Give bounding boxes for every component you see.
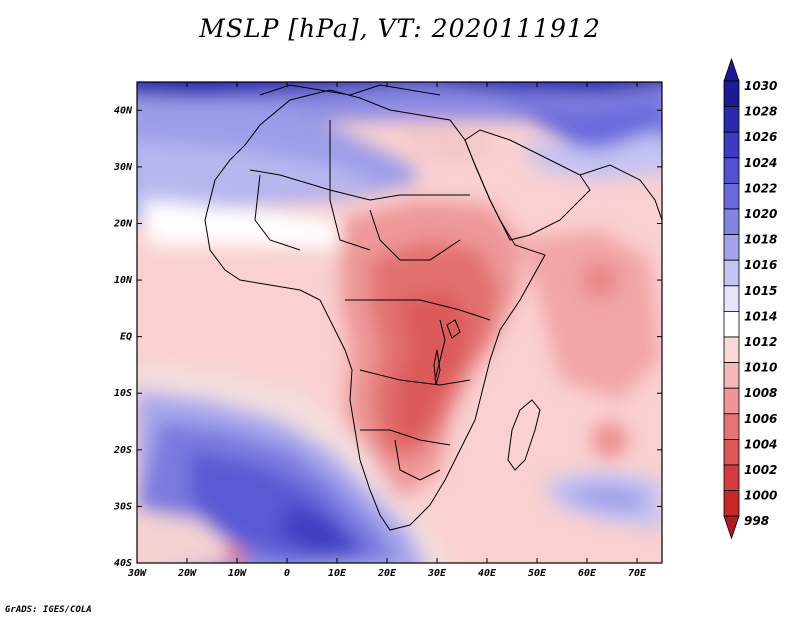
colorbar-label: 1012 bbox=[744, 335, 777, 349]
lat-label: 40N bbox=[114, 105, 133, 116]
colorbar-arrow-top bbox=[723, 57, 740, 82]
colorbar-label: 1004 bbox=[744, 437, 777, 451]
lon-label: 10W bbox=[228, 568, 247, 579]
lon-label: 0 bbox=[284, 568, 290, 579]
colorbar-box bbox=[723, 80, 740, 108]
colorbar-box bbox=[723, 413, 740, 440]
lon-label: 60E bbox=[578, 568, 597, 579]
plot-frame bbox=[136, 81, 663, 564]
lat-label: EQ bbox=[120, 332, 132, 343]
lon-label: 20W bbox=[177, 568, 197, 579]
lat-label: 30N bbox=[113, 162, 133, 173]
colorbar-box bbox=[723, 464, 740, 492]
colorbar-box bbox=[723, 259, 740, 287]
colorbar-label: 1030 bbox=[744, 79, 777, 93]
colorbar-label: 998 bbox=[744, 514, 769, 528]
colorbar-box bbox=[723, 310, 740, 338]
lat-label: 10N bbox=[114, 275, 133, 286]
colorbar-box bbox=[723, 387, 740, 415]
coastlines bbox=[204, 82, 662, 531]
latitude-labels: 40N 30N 20N 10N EQ 10S 20S 30S 40S bbox=[113, 105, 133, 569]
colorbar-label: 1006 bbox=[744, 412, 777, 426]
colorbar-box bbox=[723, 336, 740, 364]
colorbar-label: 1026 bbox=[744, 130, 777, 144]
colorbar-label: 1008 bbox=[744, 386, 777, 400]
colorbar-box bbox=[723, 131, 740, 159]
lat-label: 10S bbox=[114, 388, 132, 399]
colorbar-label: 1015 bbox=[744, 284, 777, 298]
lon-label: 70E bbox=[628, 568, 647, 579]
colorbar-label: 1022 bbox=[744, 181, 777, 195]
lat-label: 30S bbox=[113, 501, 132, 512]
grads-credit: GrADS: IGES/COLA bbox=[5, 605, 92, 615]
colorbar-box bbox=[723, 234, 740, 261]
lat-label: 40S bbox=[114, 558, 132, 569]
colorbar-box bbox=[723, 438, 740, 466]
colorbar-label: 1018 bbox=[744, 233, 777, 247]
colorbar-box bbox=[723, 182, 740, 210]
pressure-field bbox=[137, 82, 662, 563]
lon-label: 50E bbox=[528, 568, 547, 579]
colorbar: 1030 1028 1026 1024 1022 1020 1018 1016 1015 1014… bbox=[723, 57, 777, 540]
lon-label: 40E bbox=[478, 568, 497, 579]
colorbar-label: 1002 bbox=[744, 463, 777, 477]
colorbar-label: 1028 bbox=[744, 105, 777, 119]
colorbar-box bbox=[723, 106, 740, 133]
colorbar-box bbox=[723, 208, 740, 236]
colorbar-box bbox=[723, 490, 740, 517]
longitude-labels: 30W 20W 10W 0 10E 20E 30E 40E 50E 60E 70E bbox=[127, 568, 647, 579]
lon-label: 10E bbox=[328, 568, 347, 579]
colorbar-label: 1000 bbox=[744, 489, 777, 503]
colorbar-label: 1010 bbox=[744, 361, 777, 375]
lat-label: 20S bbox=[113, 445, 132, 456]
colorbar-label: 1016 bbox=[744, 258, 777, 272]
colorbar-label: 1024 bbox=[744, 156, 777, 170]
colorbar-arrow-bottom bbox=[723, 515, 740, 540]
colorbar-label: 1020 bbox=[744, 207, 777, 221]
lat-label: 20N bbox=[113, 218, 133, 229]
lon-label: 30W bbox=[127, 568, 147, 579]
lon-label: 20E bbox=[377, 568, 397, 579]
map-title: MSLP [hPa], VT: 2020111912 bbox=[199, 14, 601, 43]
colorbar-box bbox=[723, 157, 740, 184]
colorbar-label: 1014 bbox=[744, 309, 777, 323]
lon-label: 30E bbox=[427, 568, 447, 579]
colorbar-box bbox=[723, 285, 740, 312]
colorbar-box bbox=[723, 362, 740, 389]
axis-ticks bbox=[136, 82, 662, 564]
